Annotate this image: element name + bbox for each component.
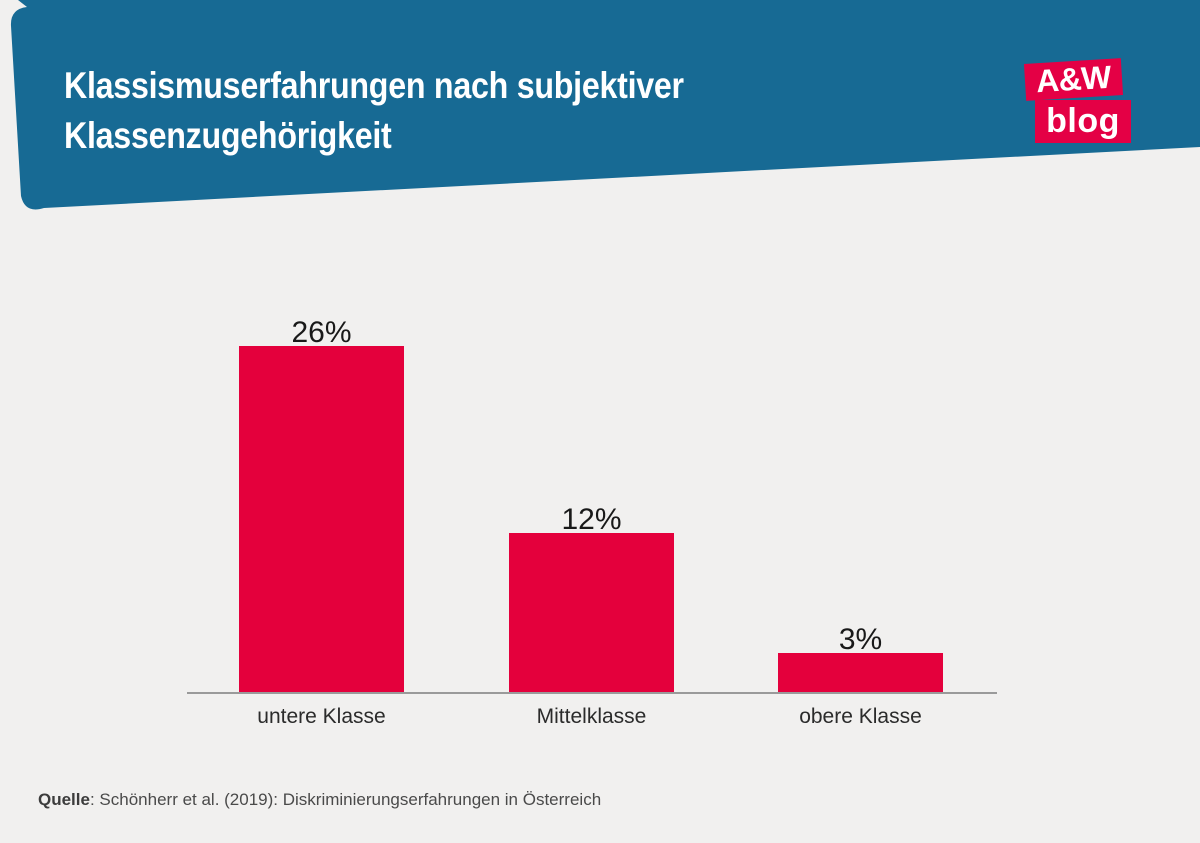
header-banner-shape bbox=[10, 0, 1200, 210]
bar-value-label: 12% bbox=[561, 503, 622, 536]
bar bbox=[509, 533, 674, 693]
page-title: Klassismuserfahrungen nach subjektiver K… bbox=[64, 61, 684, 161]
page-title-line1: Klassismuserfahrungen nach subjektiver bbox=[64, 65, 684, 106]
page-title-line2: Klassenzugehörigkeit bbox=[64, 115, 392, 156]
bar bbox=[239, 346, 404, 693]
bar-category-label: obere Klasse bbox=[799, 705, 922, 728]
bar-category-label: untere Klasse bbox=[257, 705, 386, 728]
source-note: Quelle: Schönherr et al. (2019): Diskrim… bbox=[38, 789, 601, 811]
logo-box-blog: blog bbox=[1035, 100, 1131, 143]
logo-blog-text: blog bbox=[1046, 102, 1120, 140]
source-label: Quelle bbox=[38, 790, 90, 809]
bar-value-label: 26% bbox=[291, 316, 352, 349]
logo-box-aw: A&W bbox=[1023, 58, 1124, 101]
source-text: : Schönherr et al. (2019): Diskriminieru… bbox=[89, 790, 602, 809]
bar-category-label: Mittelklasse bbox=[536, 705, 647, 728]
x-axis-line bbox=[187, 692, 997, 694]
bar bbox=[778, 653, 943, 693]
header-banner bbox=[10, 0, 1200, 210]
bar-value-label: 3% bbox=[838, 623, 883, 656]
logo-aw-text: A&W bbox=[1034, 58, 1112, 100]
